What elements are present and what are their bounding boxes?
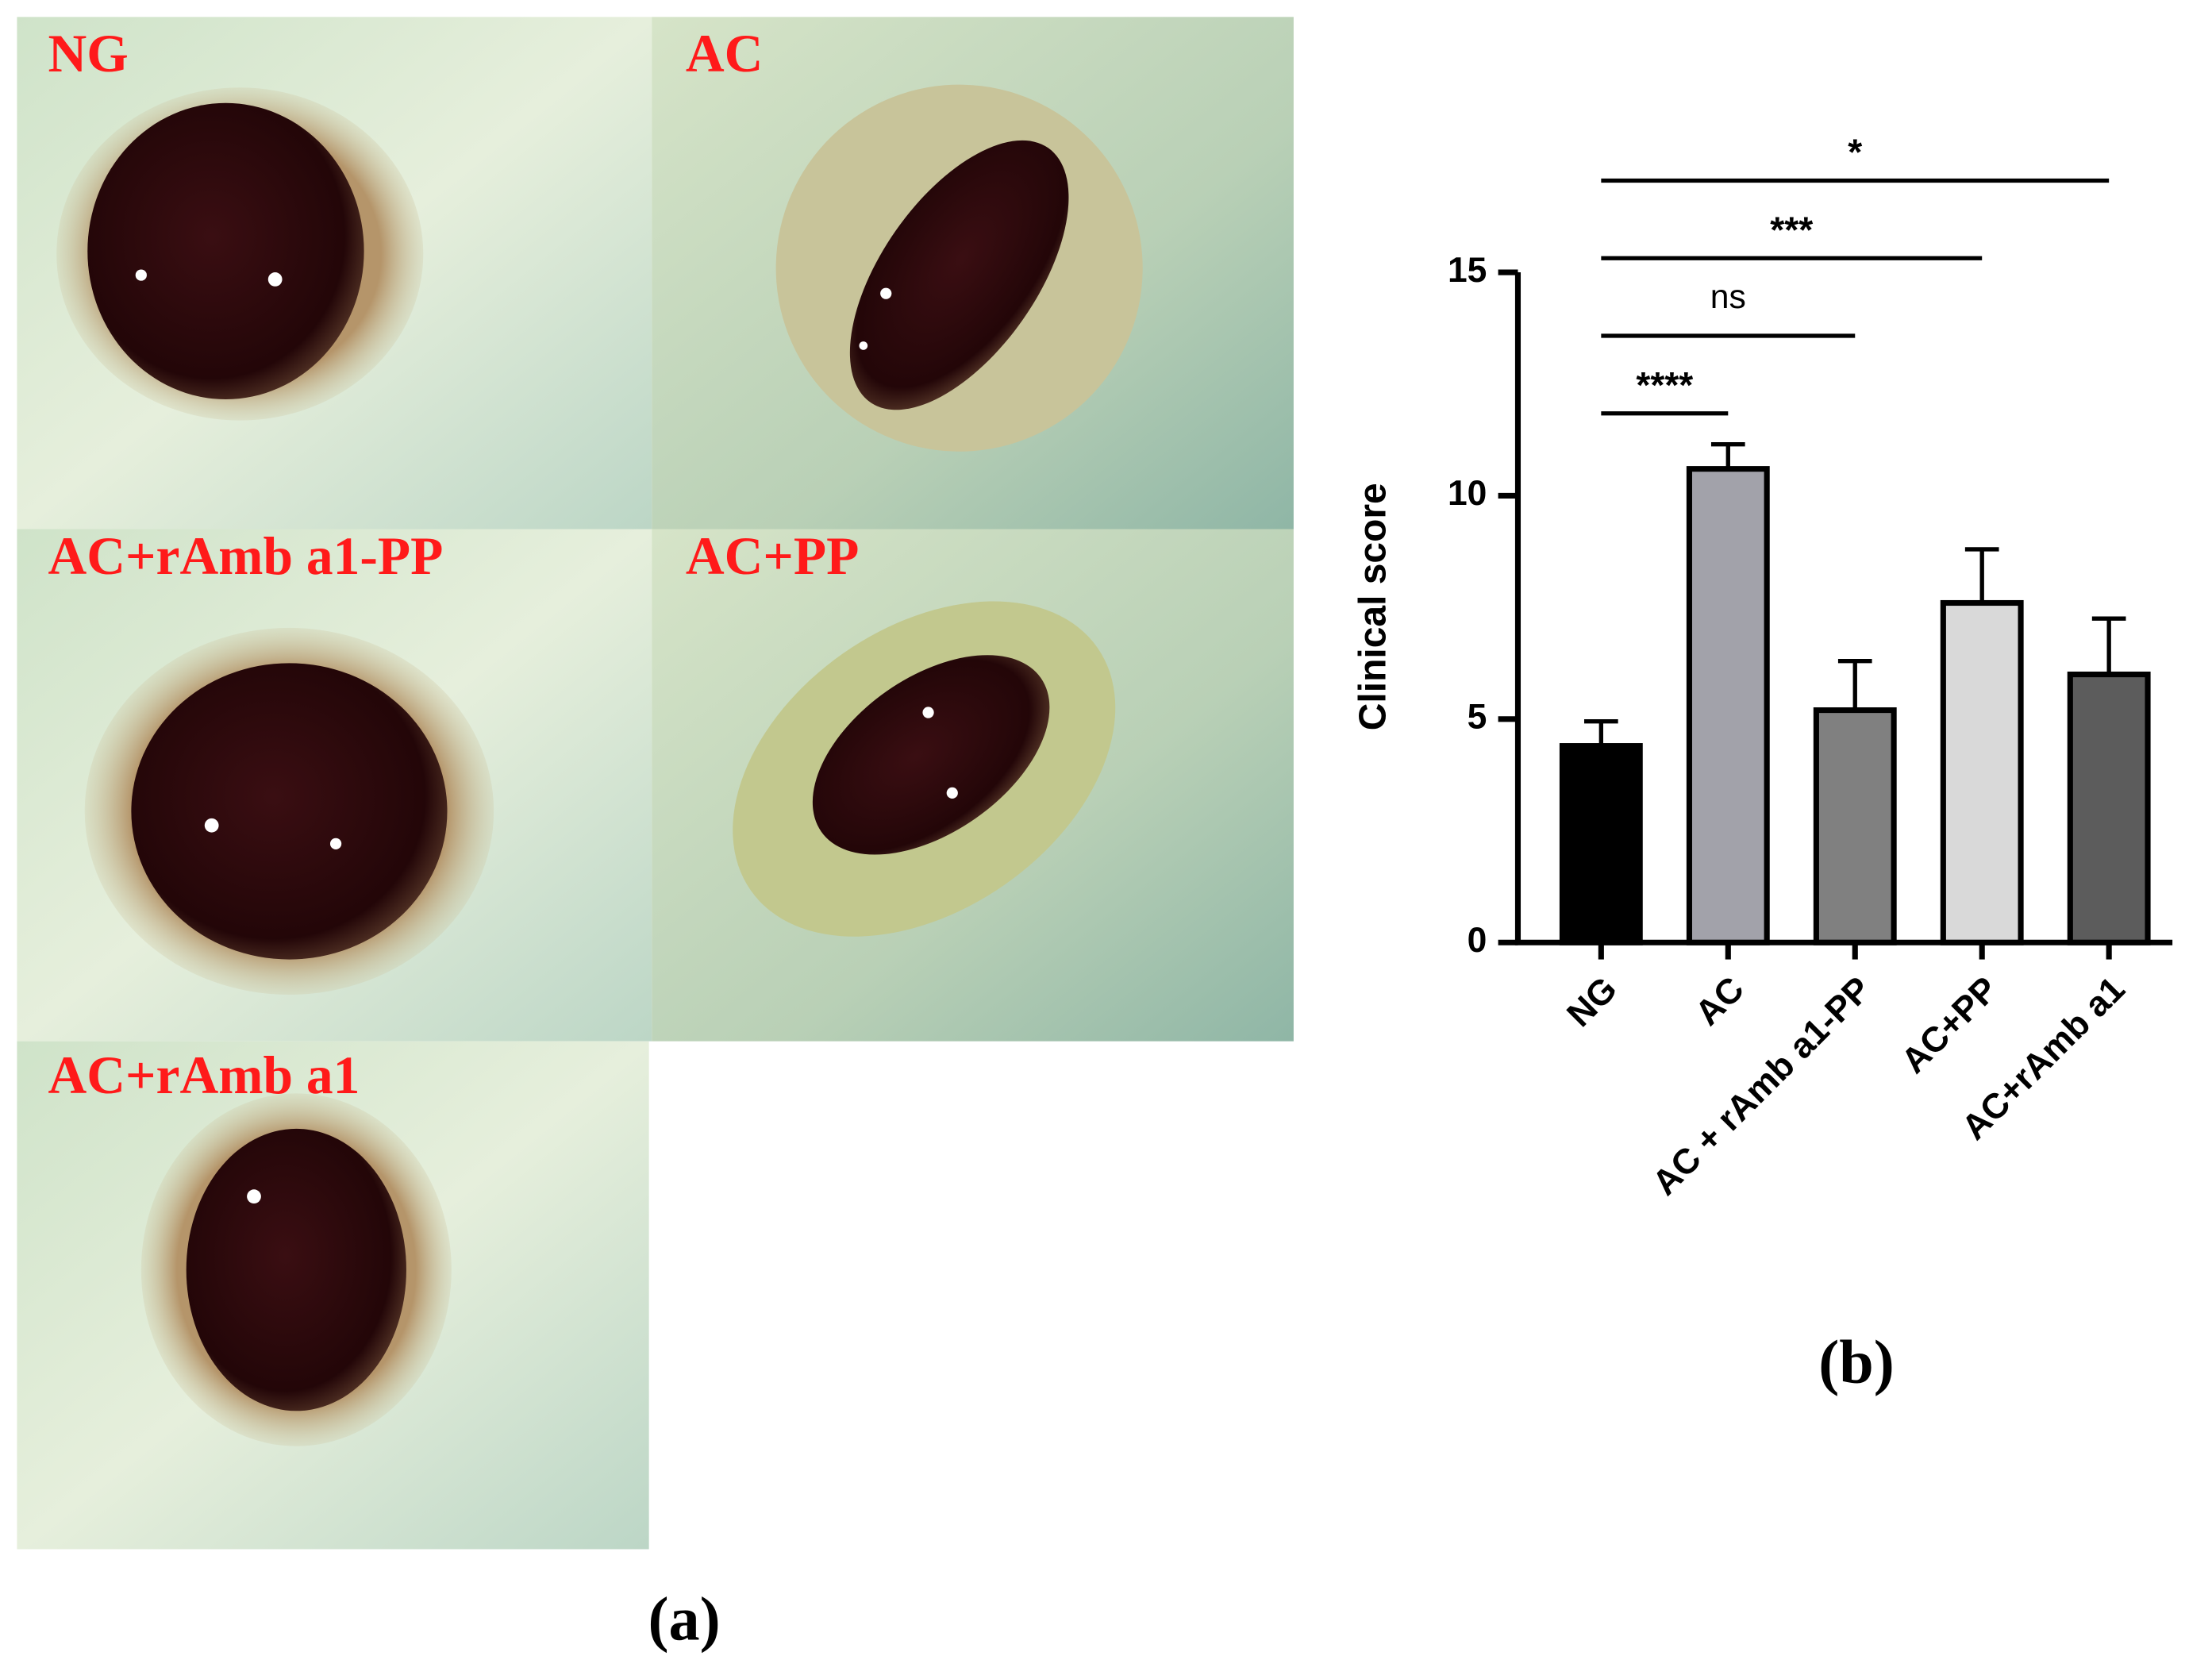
panel-label: (a) (648, 1584, 720, 1653)
photo-ac (652, 17, 1294, 530)
y-tick-label: 10 (1448, 474, 1487, 513)
panel-label: (b) (1818, 1327, 1895, 1396)
photo-label: AC+rAmb a1 (48, 1046, 360, 1105)
bar (1559, 743, 1643, 945)
photo-label: AC (686, 24, 764, 83)
x-tick-label: AC (1688, 969, 1752, 1033)
y-tick-label: 5 (1468, 698, 1487, 737)
y-axis-label: Clinical score (1352, 483, 1395, 730)
photo-label: NG (48, 24, 129, 83)
significance-label: ns (1710, 278, 1746, 316)
x-tick-label: AC+PP (1895, 969, 2006, 1080)
y-tick-label: 15 (1448, 251, 1487, 290)
x-tick-label: AC + rAmb a1-PP (1645, 969, 1879, 1203)
bar (1940, 599, 2024, 945)
photo-label: AC+PP (686, 526, 859, 586)
photo-ac-pp (652, 529, 1294, 1042)
significance-label: **** (1636, 364, 1693, 406)
significance-label: * (1848, 132, 1862, 173)
bar (1813, 707, 1897, 945)
photo-ac-ramb-a1-pp (17, 529, 652, 1042)
photo-ac-ramb-a1 (17, 1041, 649, 1550)
photo-label: AC+rAmb a1-PP (48, 526, 444, 586)
significance-label: *** (1770, 209, 1813, 250)
bar (2067, 672, 2151, 945)
photo-ng (17, 17, 652, 530)
y-tick-label: 0 (1468, 921, 1487, 960)
bar (1686, 466, 1770, 945)
x-tick-label: NG (1560, 969, 1625, 1034)
